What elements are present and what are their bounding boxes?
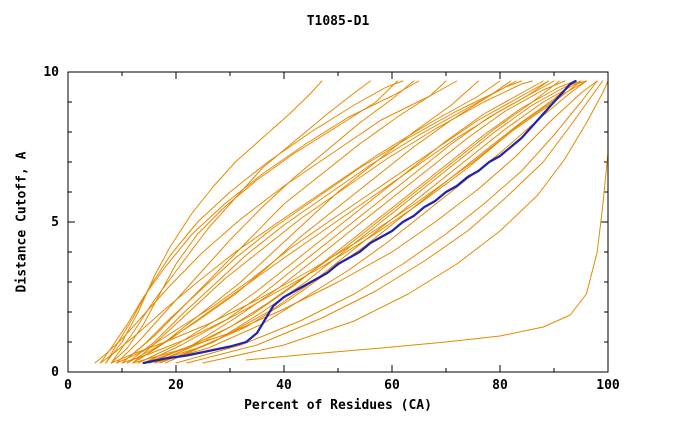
model-curve	[126, 80, 512, 364]
reference-curve	[142, 79, 577, 365]
model-curve	[99, 80, 420, 364]
model-curve	[153, 80, 577, 364]
x-tick-label: 40	[276, 378, 292, 393]
model-curve	[175, 80, 598, 364]
x-tick-label: 20	[168, 378, 184, 393]
model-curve	[159, 80, 582, 364]
model-curve	[121, 80, 447, 364]
model-curve	[99, 80, 501, 364]
model-curve	[94, 80, 458, 364]
x-axis-label: Percent of Residues (CA)	[244, 398, 432, 413]
model-curve	[121, 80, 517, 364]
model-curve	[164, 80, 587, 364]
model-curve	[132, 80, 598, 364]
model-curve	[137, 80, 544, 364]
model-curve	[116, 80, 550, 364]
model-curve	[105, 80, 404, 364]
model-curve	[143, 80, 560, 364]
y-tick-label: 5	[51, 215, 59, 230]
model-curve	[186, 80, 604, 364]
y-tick-label: 10	[43, 65, 59, 80]
plot-frame	[67, 71, 609, 373]
model-curve	[245, 152, 609, 361]
x-tick-label: 0	[64, 378, 72, 393]
model-curve	[132, 80, 479, 364]
model-curve	[202, 80, 609, 364]
x-tick-label: 80	[492, 378, 508, 393]
model-curve	[148, 80, 577, 364]
model-curve	[110, 80, 587, 364]
model-curve	[126, 80, 523, 364]
model-curve	[110, 80, 398, 364]
model-curve	[132, 80, 533, 364]
model-curve	[148, 80, 566, 364]
x-tick-label: 60	[384, 378, 400, 393]
chart-title: T1085-D1	[306, 14, 370, 29]
model-curve	[121, 80, 582, 364]
x-tick-label: 100	[596, 378, 620, 393]
y-tick-label: 0	[51, 365, 59, 380]
model-curve	[105, 80, 323, 364]
model-curve	[116, 80, 415, 364]
model-curve	[143, 80, 550, 364]
